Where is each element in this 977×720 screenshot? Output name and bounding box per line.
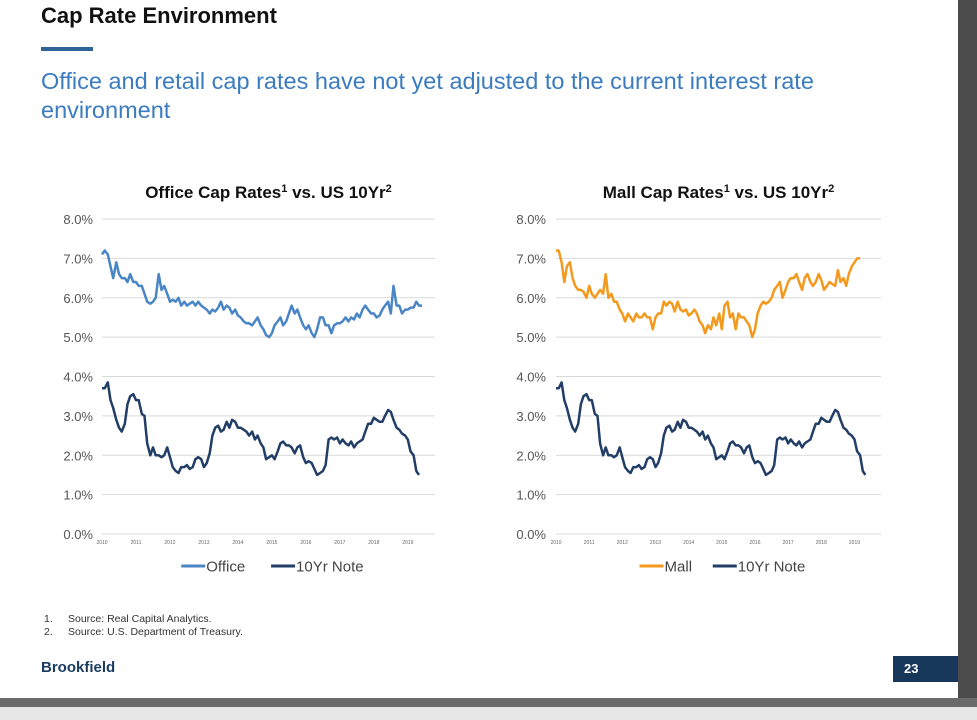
- viewer-right-edge: [958, 0, 977, 720]
- chart-title: Mall Cap Rates1 vs. US 10Yr2: [603, 183, 834, 202]
- x-tick-label: 2019: [402, 540, 413, 546]
- y-tick-label: 6.0%: [63, 291, 93, 306]
- y-tick-label: 0.0%: [516, 527, 546, 542]
- y-tick-label: 1.0%: [516, 488, 546, 503]
- title-superscript: 2: [386, 183, 392, 195]
- y-tick-label: 1.0%: [63, 488, 93, 503]
- title-text: vs. US 10Yr: [730, 183, 829, 202]
- x-tick-label: 2018: [368, 540, 379, 546]
- y-tick-label: 3.0%: [63, 409, 93, 424]
- page-number-badge: 23: [893, 656, 958, 682]
- slide: Cap Rate Environment Office and retail c…: [0, 0, 958, 698]
- footnote-1-number: 1.: [44, 613, 53, 625]
- footnote-2: 2. Source: U.S. Department of Treasury.: [44, 626, 243, 639]
- series-line-10yr-note: [102, 381, 421, 477]
- chart-title: Office Cap Rates1 vs. US 10Yr2: [145, 183, 392, 202]
- title-text: vs. US 10Yr: [287, 183, 386, 202]
- x-tick-label: 2010: [96, 540, 107, 546]
- x-tick-label: 2011: [131, 540, 142, 546]
- y-tick-label: 8.0%: [63, 212, 93, 227]
- y-tick-label: 2.0%: [516, 448, 546, 463]
- footnote-1: 1. Source: Real Capital Analytics.: [44, 613, 243, 626]
- x-tick-label: 2014: [232, 540, 243, 546]
- mall-cap-rate-chart: Mall Cap Rates1 vs. US 10Yr2 0.0% 1.0% 2.0%…: [516, 183, 881, 576]
- legend-label: 10Yr Note: [738, 559, 806, 576]
- title-text: Mall Cap Rates: [603, 183, 724, 202]
- x-tick-label: 2016: [749, 540, 760, 546]
- footnote-2-number: 2.: [44, 626, 53, 638]
- y-tick-label: 0.0%: [63, 527, 93, 542]
- y-tick-label: 3.0%: [516, 409, 546, 424]
- y-tick-label: 5.0%: [516, 330, 546, 345]
- series-line-office: [100, 249, 423, 339]
- y-tick-label: 8.0%: [516, 212, 546, 227]
- x-tick-label: 2012: [617, 540, 628, 546]
- slide-subtitle: Office and retail cap rates have not yet…: [41, 68, 814, 123]
- y-tick-label: 7.0%: [63, 251, 93, 266]
- y-tick-label: 2.0%: [63, 448, 93, 463]
- footnote-1-text: Source: Real Capital Analytics.: [68, 613, 212, 625]
- title-text: Office Cap Rates: [145, 183, 281, 202]
- x-tick-label: 2015: [266, 540, 277, 546]
- x-tick-label: 2014: [683, 540, 694, 546]
- x-tick-label: 2019: [849, 540, 860, 546]
- x-tick-label: 2017: [783, 540, 794, 546]
- office-cap-rate-chart: Office Cap Rates1 vs. US 10Yr2 0.0% 1.0% 2.…: [63, 183, 435, 576]
- y-tick-label: 4.0%: [516, 370, 546, 385]
- title-superscript: 1: [724, 183, 730, 195]
- y-tick-label: 4.0%: [63, 370, 93, 385]
- x-tick-label: 2013: [650, 540, 661, 546]
- title-underline: [41, 47, 93, 51]
- x-tick-label: 2012: [164, 540, 175, 546]
- y-tick-label: 5.0%: [63, 330, 93, 345]
- x-tick-label: 2011: [584, 540, 595, 546]
- x-tick-label: 2010: [550, 540, 561, 546]
- x-tick-label: 2013: [198, 540, 209, 546]
- x-tick-label: 2015: [716, 540, 727, 546]
- series-line-mall: [556, 249, 861, 339]
- title-superscript: 1: [281, 183, 287, 195]
- viewer-bottom-edge: [0, 698, 977, 720]
- footnote-2-text: Source: U.S. Department of Treasury.: [68, 626, 243, 638]
- slide-title: Cap Rate Environment: [41, 3, 277, 28]
- x-tick-label: 2018: [816, 540, 827, 546]
- x-tick-label: 2016: [300, 540, 311, 546]
- legend-label: 10Yr Note: [296, 559, 364, 576]
- y-tick-label: 7.0%: [516, 251, 546, 266]
- series-line-10yr-note: [556, 381, 867, 477]
- legend-label: Office: [206, 559, 245, 576]
- footnotes: 1. Source: Real Capital Analytics. 2. Sour…: [44, 613, 243, 639]
- x-tick-label: 2017: [334, 540, 345, 546]
- title-superscript: 2: [828, 183, 834, 195]
- y-tick-label: 6.0%: [516, 291, 546, 306]
- legend-label: Mall: [665, 559, 693, 576]
- brand-logo-text: Brookfield: [41, 659, 116, 676]
